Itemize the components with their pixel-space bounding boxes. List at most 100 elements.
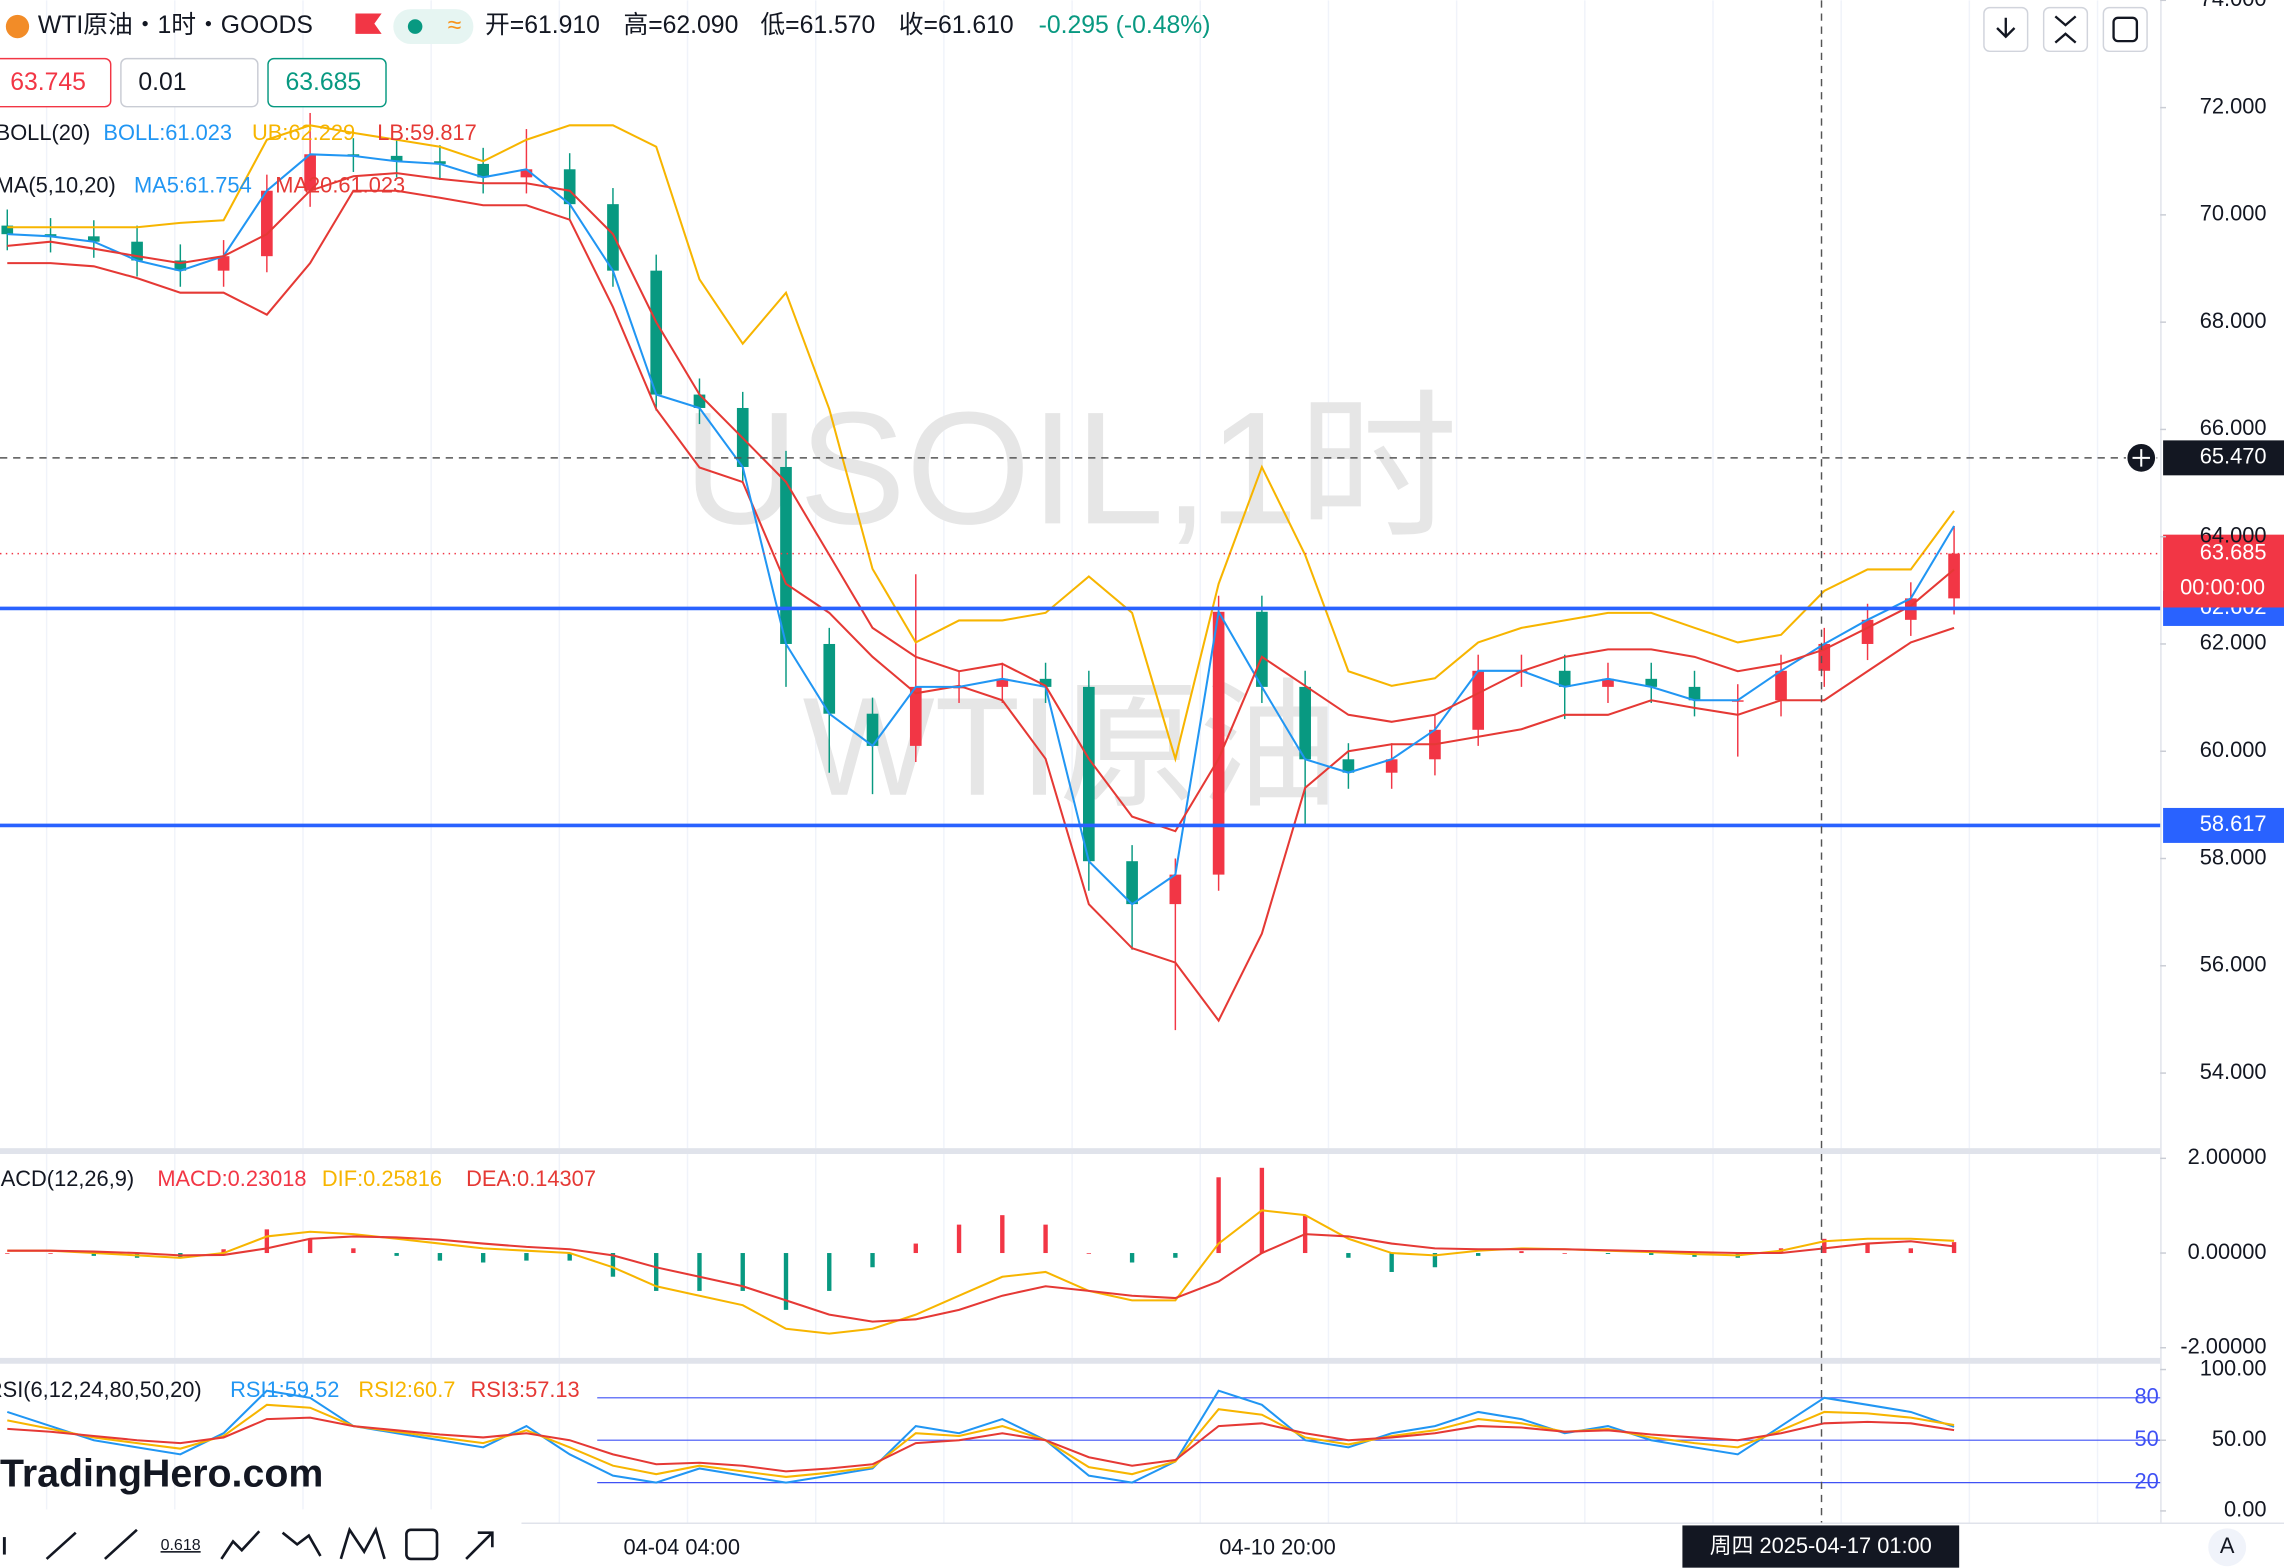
- header: WTI原油・1时・GOODS ≈ 开=61.910 高=62.090 低=61.…: [0, 9, 1211, 108]
- flag-icon[interactable]: [355, 13, 382, 34]
- path-tool[interactable]: [220, 1530, 261, 1560]
- last-price-label: 63.685: [2200, 539, 2267, 564]
- candle-body: [1775, 670, 1787, 701]
- candle-body: [131, 241, 143, 261]
- legend-item: DIF:0.25816: [322, 1166, 442, 1191]
- candle-body: [477, 163, 489, 178]
- quantity: 0.01: [138, 69, 186, 96]
- symbol-icon: [5, 14, 30, 39]
- macd-bar: [610, 1253, 616, 1277]
- macd-bar: [697, 1253, 702, 1291]
- candle-body: [1, 225, 14, 235]
- legend-item: DEA:0.14307: [466, 1166, 596, 1191]
- candle-body: [1948, 553, 1960, 599]
- indicator-line: [7, 172, 1955, 833]
- candle-body: [1083, 686, 1095, 862]
- macd-bar: [351, 1248, 356, 1254]
- macd-bar: [437, 1253, 443, 1261]
- candle-body: [909, 686, 922, 746]
- candle-body: [996, 678, 1009, 687]
- y-tick-label: 50.00: [2212, 1426, 2267, 1451]
- quantity-input[interactable]: [120, 57, 259, 108]
- fib-tool[interactable]: 0.618: [161, 1536, 201, 1554]
- auto-scale-button[interactable]: [2208, 1528, 2247, 1567]
- toolbar-background: [0, 1509, 522, 1568]
- candle-body: [780, 466, 792, 644]
- legend-item: MA5:61.754: [134, 173, 252, 198]
- indicator-line: [7, 1233, 1955, 1323]
- y-tick-label: 66.000: [2200, 415, 2267, 440]
- candle-body: [1256, 611, 1268, 687]
- y-tick-label: 2.00000: [2188, 1144, 2267, 1169]
- legend-item: RSI3:57.13: [470, 1377, 579, 1402]
- watermark-symbol: USOIL,1时: [683, 378, 1458, 557]
- candle-body: [174, 260, 187, 271]
- y-tick-label: 70.000: [2200, 201, 2267, 226]
- pattern-tool[interactable]: [281, 1531, 322, 1557]
- legend-item: LB:59.817: [377, 120, 477, 145]
- y-tick-label: 62.000: [2200, 630, 2267, 655]
- macd-bar: [1562, 1253, 1567, 1254]
- pane-separator: [0, 1357, 2161, 1364]
- candle-body: [87, 236, 100, 242]
- macd-bar: [307, 1238, 313, 1254]
- last-price-tag: [2163, 534, 2284, 608]
- logo: TradingHero.com: [0, 1451, 323, 1495]
- symbol-title[interactable]: WTI原油・1时・GOODS: [38, 11, 313, 39]
- y-tick-label: 0.00000: [2188, 1239, 2267, 1264]
- legend-item: MACD:0.23018: [157, 1166, 306, 1191]
- status-dot: [407, 19, 423, 34]
- candle-body: [1818, 643, 1831, 671]
- macd-bar: [956, 1224, 962, 1254]
- collapse-icon: [2054, 15, 2077, 44]
- fullscreen-button[interactable]: [2102, 6, 2148, 53]
- macd-bar: [1043, 1224, 1048, 1254]
- collapse-button[interactable]: [2042, 6, 2089, 53]
- price-change: -0.295 (-0.48%): [1039, 12, 1211, 39]
- ohlc-low: 低=61.570: [760, 11, 875, 39]
- macd-bar: [1519, 1251, 1524, 1254]
- legend-title: MA(5,10,20): [0, 173, 116, 198]
- ray-tool[interactable]: [103, 1528, 138, 1560]
- macd-bar: [913, 1243, 918, 1254]
- legend-item: RSI1:59.52: [230, 1377, 339, 1402]
- rsi-level-label: 20: [2134, 1468, 2158, 1493]
- plot: 62.66258.61763.68500:00:0065.47074.00072…: [0, 0, 2284, 1522]
- candle-body: [1861, 619, 1874, 644]
- y-tick-label: 56.000: [2200, 952, 2267, 977]
- crosshair-price-label: 65.470: [2200, 444, 2267, 469]
- trend-line-tool[interactable]: [45, 1531, 77, 1560]
- candle-body: [823, 643, 836, 714]
- price-line-label: 58.617: [2200, 811, 2267, 836]
- indicator-line: [7, 189, 1955, 1023]
- legend-title: MACD(12,26,9): [0, 1166, 134, 1191]
- sell-price: 63.745: [10, 69, 86, 96]
- buy-button[interactable]: [267, 57, 387, 108]
- xabcd-tool[interactable]: [339, 1526, 386, 1560]
- arrow-tool[interactable]: [465, 1531, 494, 1560]
- y-tick-label: 60.000: [2200, 737, 2267, 762]
- rsi-level-label: 50: [2134, 1426, 2158, 1451]
- countdown-label: 00:00:00: [2180, 574, 2265, 599]
- sell-button[interactable]: [0, 57, 112, 108]
- status-pill[interactable]: [393, 9, 474, 45]
- crosshair-time-tag: [1682, 1525, 1960, 1568]
- macd-bar: [48, 1253, 53, 1254]
- indicator-line: [7, 124, 1955, 763]
- legend-item: BOLL:61.023: [103, 120, 232, 145]
- macd-bar: [1605, 1253, 1611, 1254]
- candle-body: [563, 169, 576, 205]
- x-tick-label: 04-04 04:00: [623, 1534, 740, 1559]
- grid: [45, 0, 2099, 1523]
- rectangle-tool[interactable]: [405, 1528, 439, 1561]
- macd-bar: [567, 1253, 572, 1261]
- macd-bar: [1216, 1177, 1221, 1254]
- macd-bar: [1908, 1248, 1913, 1254]
- candle-body: [217, 256, 230, 271]
- candle-body: [434, 161, 446, 164]
- download-icon: [1996, 17, 2016, 39]
- y-tick-label: 0.00: [2224, 1497, 2266, 1522]
- candle-body: [1472, 670, 1485, 730]
- candle-body: [1126, 861, 1138, 905]
- legend-title: RSI(6,12,24,80,50,20): [0, 1377, 202, 1402]
